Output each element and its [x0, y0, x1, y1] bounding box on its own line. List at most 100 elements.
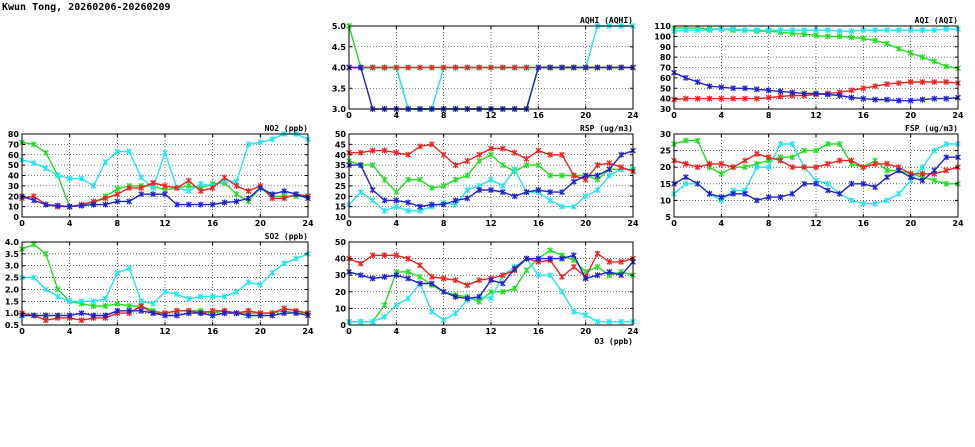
so2-series-green-point — [54, 286, 61, 293]
aqi-series-blue-point — [824, 91, 831, 98]
so2-series-blue-point — [281, 310, 288, 317]
no2-series-cyan-point — [90, 182, 97, 189]
fsp-series-red-point — [836, 157, 843, 164]
so2-xtick-label: 24 — [302, 327, 314, 336]
aqi-series-red-point — [884, 81, 890, 88]
o3-series-blue-point — [476, 293, 483, 300]
rsp-series-blue-point — [559, 189, 565, 196]
aqi-series-blue-point — [777, 88, 784, 95]
rsp-series-green-point — [488, 151, 494, 158]
o3-series-cyan-point — [393, 302, 400, 309]
aqi-title: AQI (AQI) — [915, 16, 958, 25]
o3-xtick-label: 20 — [580, 327, 592, 336]
fsp-series-blue-point — [777, 194, 784, 201]
so2-series-red-point — [78, 317, 85, 324]
no2-series-blue-point — [78, 202, 85, 209]
so2-ytick-label: 1.5 — [5, 297, 20, 306]
rsp-series-blue-point — [606, 166, 613, 173]
no2-series-blue-point — [102, 201, 109, 208]
so2-series-green-point — [114, 300, 121, 307]
rsp-series-cyan-point — [464, 187, 471, 194]
fsp-ytick-label: 20 — [660, 163, 672, 172]
o3-series-red-point — [464, 282, 471, 289]
o3-ytick-label: 0 — [340, 321, 346, 330]
aqi-series-blue-point — [730, 85, 737, 92]
no2-series-blue-point — [174, 201, 180, 208]
fsp-series-red-point — [943, 167, 950, 174]
rsp-ytick-label: 30 — [335, 172, 347, 181]
aqi-xtick-label: 24 — [952, 111, 964, 120]
aqi-series-cyan-point — [753, 27, 760, 34]
no2-ytick-label: 60 — [8, 151, 20, 160]
fsp-series-red-point — [706, 160, 713, 167]
aqhi-series-red-point — [381, 64, 388, 71]
aqhi-xtick-label: 4 — [394, 111, 400, 120]
so2-xtick-label: 12 — [159, 327, 170, 336]
so2-series-cyan-point — [197, 293, 204, 300]
so2-xtick-label: 4 — [67, 327, 73, 336]
so2-series-blue-point — [114, 307, 121, 314]
aqi-series-red-point — [730, 95, 737, 102]
rsp-xtick-label: 12 — [485, 219, 496, 228]
aqhi-series-blue-point — [357, 64, 364, 71]
fsp-series-red-point — [682, 160, 689, 167]
so2-series-blue-point — [126, 307, 133, 314]
rsp-ytick-label: 15 — [335, 203, 347, 212]
rsp-series-red-point — [499, 145, 506, 152]
fsp-series-red-point — [789, 164, 796, 171]
o3-ytick-label: 50 — [335, 238, 347, 247]
so2-ytick-label: 0.5 — [5, 321, 20, 330]
o3-series-red-point — [476, 277, 483, 284]
o3-series-cyan-point — [452, 310, 459, 317]
no2-series-cyan-point — [269, 136, 276, 143]
aqi-series-green-point — [848, 34, 855, 41]
aqi-series-red-point — [694, 95, 701, 102]
no2-xtick-label: 8 — [115, 219, 121, 228]
aqi-series-blue-point — [694, 79, 701, 86]
no2-series-cyan-point — [126, 148, 133, 155]
aqi-ytick-label: 90 — [660, 43, 672, 52]
no2-series-green-point — [31, 141, 37, 148]
no2-series-blue-point — [138, 191, 145, 198]
rsp-series-green-point — [393, 189, 400, 196]
rsp-xtick-label: 20 — [580, 219, 592, 228]
fsp-series-blue-point — [931, 167, 938, 174]
o3-ytick-label: 30 — [335, 271, 347, 280]
so2-xtick-label: 16 — [207, 327, 219, 336]
aqhi-series-blue-point — [606, 64, 613, 71]
so2-series-blue-point — [150, 310, 156, 317]
aqi-series-green-point — [943, 63, 950, 70]
no2-series-cyan-point — [31, 160, 37, 167]
aqi-series-blue-point — [907, 97, 914, 104]
so2-series-cyan-point — [78, 298, 85, 305]
fsp-series-cyan-point — [789, 140, 796, 147]
no2-series-blue-point — [257, 184, 264, 191]
rsp-series-cyan-point — [499, 182, 506, 189]
no2-series-cyan-point — [102, 159, 109, 166]
aqi-series-red-point — [753, 95, 760, 102]
o3-series-blue-point — [511, 265, 518, 272]
aqi-series-cyan-point — [694, 27, 701, 34]
so2-series-blue-point — [66, 312, 73, 319]
no2-series-cyan-point — [150, 184, 156, 191]
fsp-xtick-label: 16 — [858, 219, 870, 228]
rsp-series-blue-point — [499, 189, 506, 196]
rsp-series-red-point — [559, 151, 565, 158]
aqi-series-blue-point — [836, 92, 843, 99]
so2-series-cyan-point — [185, 295, 192, 302]
rsp-series-cyan-point — [405, 207, 412, 214]
rsp-series-cyan-point — [357, 189, 364, 196]
no2-series-cyan-point — [54, 172, 61, 179]
no2-series-blue-point — [114, 198, 121, 205]
fsp-series-red-point — [753, 150, 760, 157]
rsp-series-blue-point — [417, 203, 423, 210]
aqhi-series-blue-point — [582, 64, 589, 71]
rsp-ytick-label: 50 — [335, 130, 347, 139]
aqi-series-green-point — [824, 33, 831, 40]
fsp-xtick-label: 4 — [719, 219, 725, 228]
no2-series-green-point — [185, 182, 192, 189]
fsp-series-blue-point — [919, 177, 926, 184]
rsp-series-cyan-point — [606, 172, 613, 179]
fsp-series-cyan-point — [860, 200, 867, 207]
